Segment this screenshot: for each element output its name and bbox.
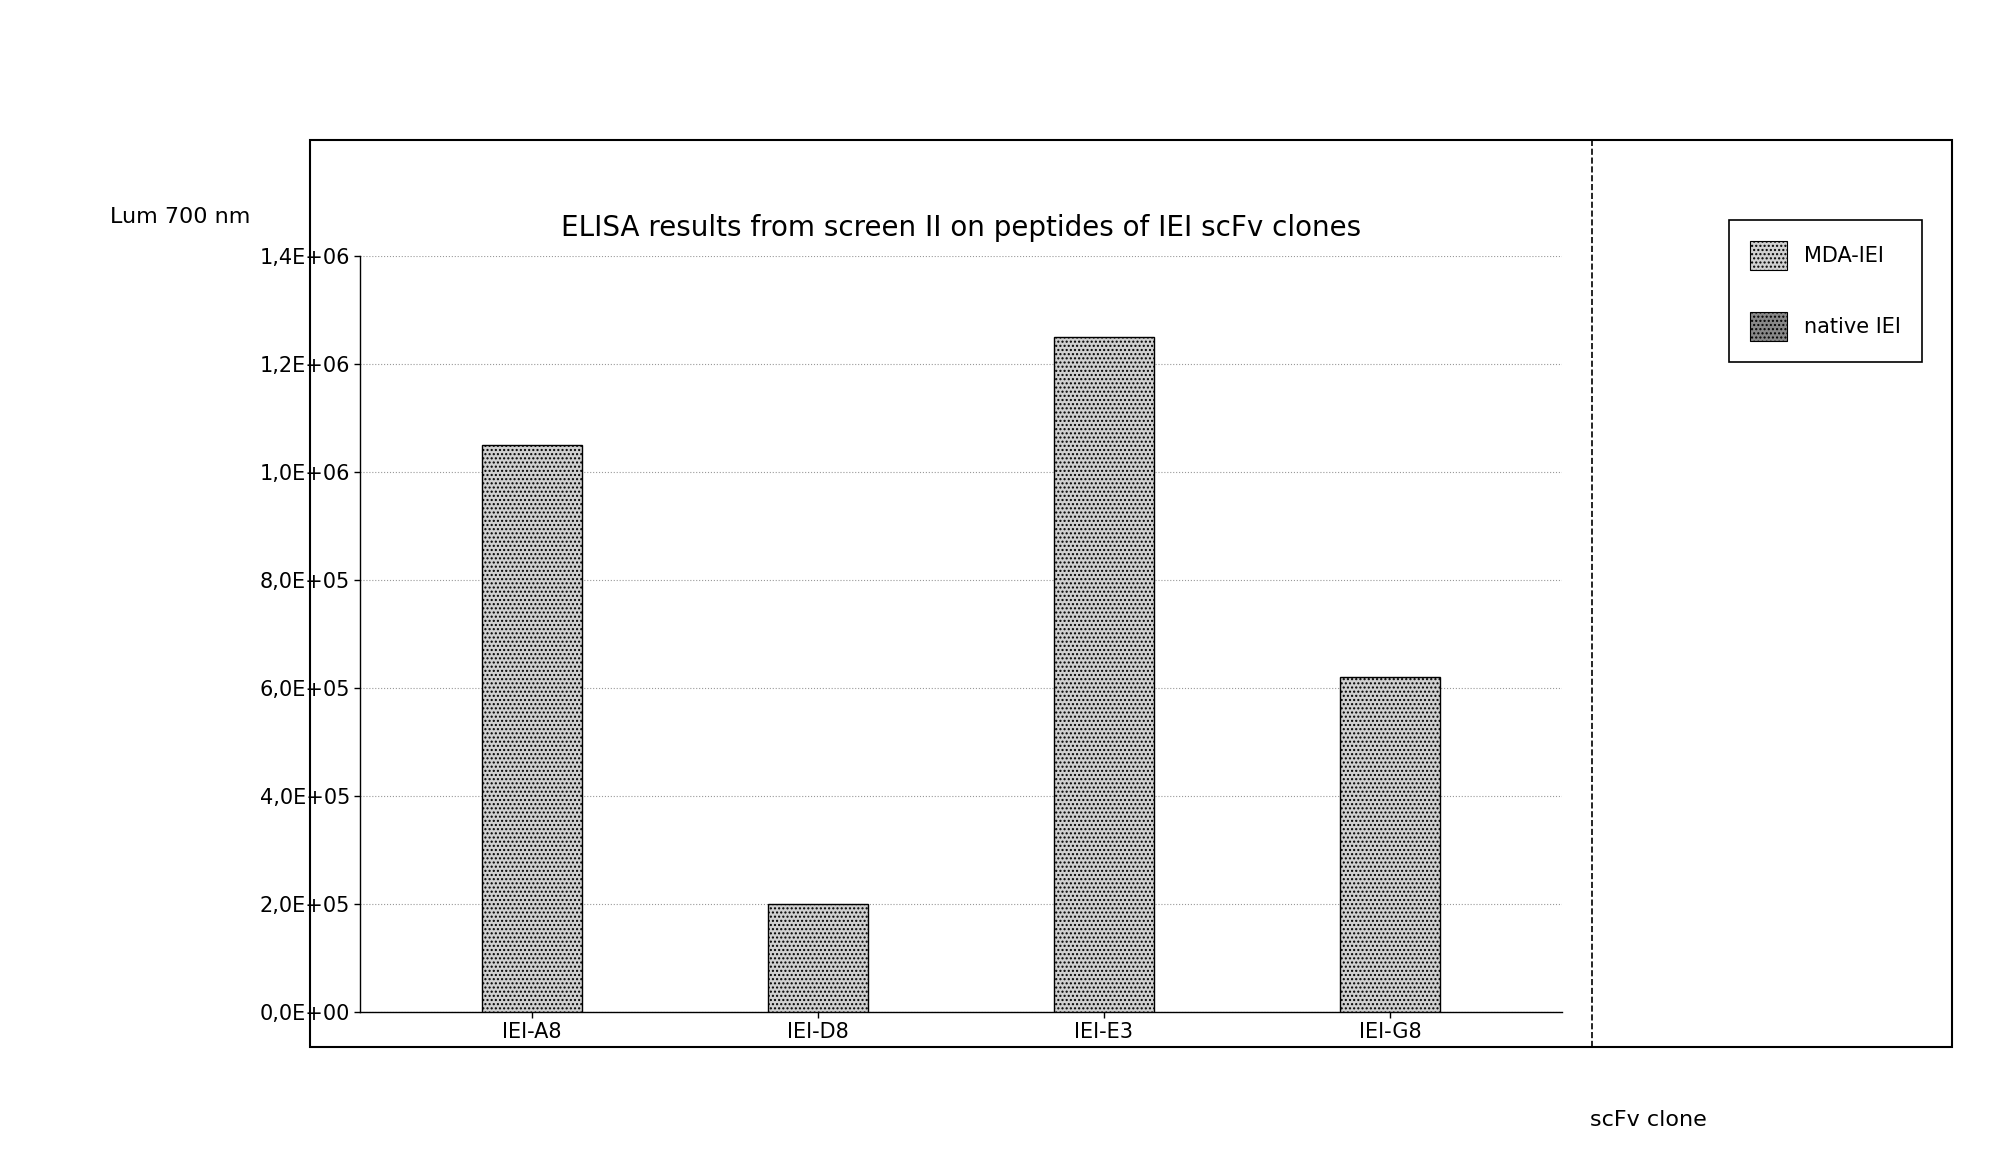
- Text: scFv clone: scFv clone: [1590, 1110, 1708, 1130]
- Bar: [1339, 677, 1439, 1012]
- Title: ELISA results from screen II on peptides of IEI scFv clones: ELISA results from screen II on peptides…: [561, 214, 1361, 242]
- Bar: [482, 444, 583, 1012]
- Text: Lum 700 nm: Lum 700 nm: [110, 207, 250, 227]
- Legend: MDA-IEI, native IEI: MDA-IEI, native IEI: [1730, 220, 1922, 362]
- Bar: [769, 904, 869, 1012]
- Bar: [1053, 337, 1153, 1012]
